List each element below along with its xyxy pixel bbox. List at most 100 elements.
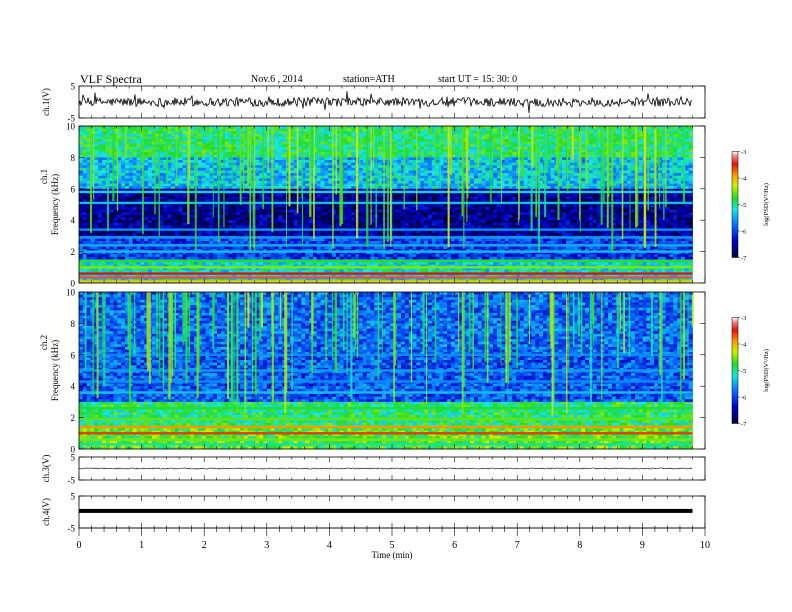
spectrogram-ch1-cell <box>205 199 210 203</box>
spectrogram-ch1-cell <box>550 160 555 164</box>
spectrogram-ch1-cell <box>569 165 575 169</box>
spectrogram-ch1-cell <box>412 188 417 192</box>
spectrogram-ch1-cell <box>201 131 206 135</box>
spectrogram-ch1-cell <box>588 199 594 203</box>
spectrogram-ch1-cell <box>312 178 318 182</box>
spectrogram-ch1-cell <box>335 157 341 161</box>
spectrogram-ch1-cell <box>450 131 456 135</box>
spectrogram-ch1-cell <box>282 188 287 192</box>
spectrogram-ch1-cell <box>305 170 310 174</box>
spectrogram-ch1-cell <box>420 173 425 177</box>
spectrogram-ch1-cell <box>562 128 567 132</box>
spectrogram-ch1-cell <box>86 133 91 137</box>
spectrogram-ch1-cell <box>535 152 540 156</box>
spectrogram-ch1-cell <box>144 170 149 174</box>
spectrogram-ch1-cell <box>481 183 486 187</box>
spectrogram-ch1-cell <box>592 160 598 164</box>
spectrogram-ch1-cell <box>404 162 410 166</box>
spectrogram-ch1-cell <box>581 186 586 190</box>
spectrogram-ch1-cell <box>205 175 210 179</box>
spectrogram-ch1-cell <box>650 160 655 164</box>
spectrogram-ch1-cell <box>424 141 429 145</box>
spectrogram-ch1-cell <box>688 146 693 150</box>
spectrogram-ch1-cell <box>631 144 636 148</box>
spectrogram-ch1-cell <box>470 160 475 164</box>
spectrogram-ch1-cell <box>205 165 210 169</box>
spectrogram-ch1-cell <box>366 180 371 184</box>
spectrogram-ch1-cell <box>220 162 226 166</box>
spectrogram-ch1-cell <box>669 194 674 198</box>
spectrogram-ch1-cell <box>205 131 210 135</box>
spectrogram-ch1-cell <box>320 165 325 169</box>
spectrogram-ch1-cell <box>623 136 628 140</box>
spectrogram-ch1-cell <box>588 194 594 198</box>
spectrogram-ch1-cell <box>669 133 674 137</box>
spectrogram-ch1-cell <box>531 131 536 135</box>
spectrogram-ch1-cell <box>470 183 475 187</box>
spectrogram-ch1-cell <box>358 204 364 208</box>
spectrogram-ch1-cell <box>477 162 482 166</box>
spectrogram-ch1-cell <box>236 194 241 198</box>
spectrogram-ch1-cell <box>98 126 103 130</box>
spectrogram-ch1-cell <box>604 175 609 179</box>
spectrogram-ch1-cell <box>282 175 287 179</box>
spectrogram-ch1-cell <box>677 141 682 145</box>
spectrogram-ch1-cell <box>343 170 348 174</box>
spectrogram-ch1-cell <box>297 173 302 177</box>
spectrogram-ch1-cell <box>569 162 575 166</box>
spectrogram-ch1-cell <box>243 131 249 135</box>
spectrogram-ch1-cell <box>109 180 114 184</box>
spectrogram-ch1-cell <box>144 178 149 182</box>
spectrogram-ch1-cell <box>240 152 245 156</box>
spectrogram-ch1-cell <box>301 128 306 132</box>
spectrogram-ch1-cell <box>412 128 417 132</box>
spectrogram-ch1-cell <box>144 149 149 153</box>
spectrogram-ch1-cell <box>558 183 563 187</box>
spectrogram-ch1-cell <box>427 133 433 137</box>
spectrogram-ch1-cell <box>397 160 402 164</box>
spectrogram-ch1-cell <box>596 188 601 192</box>
spectrogram-ch1-cell <box>190 154 195 158</box>
spectrogram-ch1-cell <box>213 136 218 140</box>
spectrogram-ch1-cell <box>519 196 525 200</box>
spectrogram-ch1-cell <box>136 165 141 169</box>
spectrogram-ch1-cell <box>470 199 475 203</box>
spectrogram-ch1-cell <box>650 144 655 148</box>
spectrogram-ch1-cell <box>358 128 364 132</box>
spectrogram-ch1-cell <box>301 152 306 156</box>
spectrogram-ch1-cell <box>435 167 440 171</box>
spectrogram-ch1-cell <box>500 196 505 200</box>
spectrogram-ch1-cell <box>454 194 459 198</box>
spectrogram-ch1-cell <box>335 196 341 200</box>
spectrogram-ch1-cell <box>209 175 214 179</box>
spectrogram-ch1-cell <box>378 157 383 161</box>
spectrogram-ch1-cell <box>485 154 490 158</box>
spectrogram-ch1-cell <box>163 194 168 198</box>
spectrogram-ch1-cell <box>485 133 490 137</box>
spectrogram-ch1-cell <box>650 199 655 203</box>
spectrogram-ch1-cell <box>362 188 367 192</box>
spectrogram-ch1-cell <box>527 175 532 179</box>
spectrogram-ch1-cell <box>627 157 632 161</box>
spectrogram-ch1-cell <box>477 160 482 164</box>
spectrogram-ch1-cell <box>174 196 180 200</box>
spectrogram-ch1-cell <box>171 154 176 158</box>
spectrogram-ch1-cell <box>278 178 283 182</box>
spectrogram-ch1-cell <box>312 126 318 130</box>
spectrogram-ch1-cell <box>167 178 172 182</box>
spectrogram-ch1-cell <box>155 149 160 153</box>
spectrogram-ch1-cell <box>673 157 678 161</box>
spectrogram-ch1-cell <box>136 170 141 174</box>
spectrogram-ch1-cell <box>324 170 329 174</box>
spectrogram-ch1-cell <box>550 199 555 203</box>
spectrogram-ch1-cell <box>312 196 318 200</box>
spectrogram-ch1-cell <box>228 173 233 177</box>
spectrogram-ch1-cell <box>320 146 325 150</box>
spectrogram-ch1-cell <box>282 199 287 203</box>
spectrogram-ch1-cell <box>159 149 164 153</box>
spectrogram-ch1-cell <box>585 196 590 200</box>
spectrogram-ch1-cell <box>558 133 563 137</box>
spectrogram-ch1-cell <box>508 152 513 156</box>
spectrogram-ch1-cell <box>573 149 578 153</box>
spectrogram-ch1-cell <box>121 136 126 140</box>
